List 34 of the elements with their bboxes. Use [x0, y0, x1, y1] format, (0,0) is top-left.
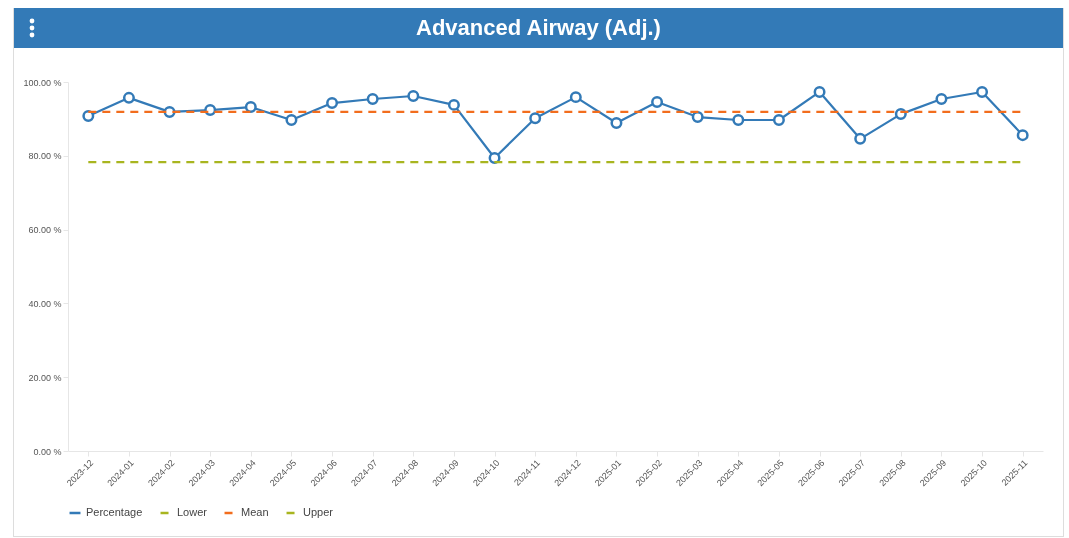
legend-label: Percentage: [86, 506, 143, 518]
point: [813, 85, 826, 98]
y-tick-label: 40.00 %: [28, 298, 62, 309]
y-tick-label: 80.00 %: [28, 151, 62, 162]
point: [407, 90, 420, 103]
point: [488, 152, 501, 164]
point: [691, 111, 704, 124]
legend-label: Mean: [241, 506, 269, 518]
legend-label: Lower: [177, 506, 208, 518]
legend-label: Upper: [303, 506, 334, 518]
point: [976, 85, 989, 98]
point: [366, 92, 379, 105]
point: [163, 105, 176, 118]
point: [569, 91, 582, 104]
point: [326, 97, 339, 110]
point: [244, 101, 257, 114]
y-tick-label: 100.00 %: [23, 77, 62, 88]
y-tick-label: 20.00 %: [28, 372, 62, 383]
point: [529, 112, 542, 125]
chart-title: Advanced Airway (Adj.): [416, 15, 661, 41]
point: [732, 114, 745, 126]
point: [772, 114, 785, 126]
point: [1016, 129, 1029, 142]
point: [122, 91, 135, 104]
point: [651, 95, 664, 108]
point: [610, 116, 623, 129]
point: [82, 109, 95, 122]
point: [204, 104, 217, 117]
point: [935, 92, 948, 105]
y-tick-label: 60.00 %: [28, 225, 62, 236]
point: [854, 132, 867, 145]
point: [447, 98, 460, 111]
point: [285, 114, 298, 126]
y-tick-label: 0.00 %: [33, 446, 62, 457]
